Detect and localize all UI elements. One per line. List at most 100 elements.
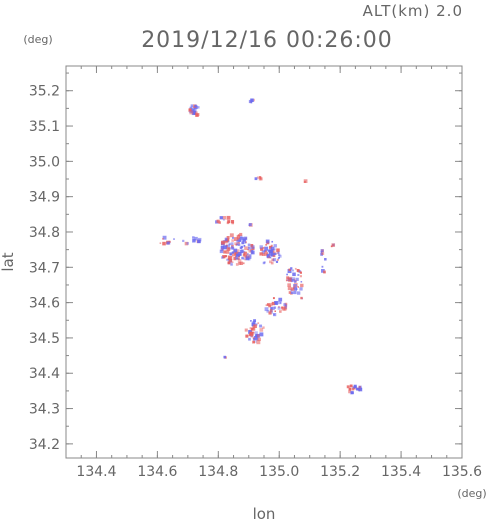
data-point xyxy=(273,306,277,309)
data-point xyxy=(237,259,242,263)
data-point xyxy=(272,297,275,300)
data-point xyxy=(272,253,275,256)
data-point xyxy=(247,243,251,247)
data-point xyxy=(186,242,190,245)
data-point xyxy=(259,324,263,328)
data-point xyxy=(255,333,260,338)
data-point xyxy=(259,332,264,337)
data-point xyxy=(278,256,280,259)
data-point xyxy=(349,390,354,395)
data-point xyxy=(290,267,293,270)
data-point xyxy=(272,258,275,261)
data-point xyxy=(278,253,281,256)
data-point xyxy=(286,273,288,276)
data-point xyxy=(182,239,185,243)
data-point xyxy=(259,245,263,249)
data-point xyxy=(236,243,239,246)
data-point xyxy=(244,255,247,258)
data-point xyxy=(321,252,325,255)
data-point xyxy=(197,106,200,109)
data-point xyxy=(264,246,269,251)
data-point xyxy=(268,252,271,255)
data-point xyxy=(192,239,196,243)
data-point xyxy=(248,331,251,334)
data-point xyxy=(270,244,273,247)
data-point xyxy=(353,384,357,388)
data-point xyxy=(195,113,199,117)
data-point xyxy=(264,252,268,256)
data-point xyxy=(253,319,257,323)
data-point xyxy=(238,239,242,242)
data-point xyxy=(270,246,275,251)
data-point xyxy=(236,239,240,243)
data-point xyxy=(233,257,237,261)
data-point xyxy=(300,296,303,300)
data-point xyxy=(268,304,271,308)
data-point xyxy=(283,303,287,307)
data-point xyxy=(243,245,246,247)
data-point xyxy=(267,250,270,252)
data-point xyxy=(230,242,234,246)
data-point xyxy=(266,240,270,244)
y-tick-label: 35.1 xyxy=(29,119,60,135)
data-point xyxy=(358,387,363,391)
data-point xyxy=(224,238,228,242)
data-point xyxy=(232,236,234,239)
data-point xyxy=(279,310,282,313)
data-point xyxy=(233,248,238,253)
data-point xyxy=(230,263,233,266)
data-point xyxy=(270,261,274,265)
data-point xyxy=(220,245,224,250)
data-point xyxy=(263,250,266,252)
data-point xyxy=(197,239,201,244)
data-point xyxy=(320,249,324,253)
data-point xyxy=(193,109,197,113)
data-point xyxy=(243,251,248,256)
data-point xyxy=(323,270,326,274)
data-point xyxy=(252,331,255,334)
data-point xyxy=(220,216,224,220)
data-point xyxy=(235,256,239,260)
data-point xyxy=(245,334,249,338)
data-point xyxy=(275,260,279,263)
data-point xyxy=(291,287,295,291)
data-point xyxy=(288,278,292,283)
data-point xyxy=(238,239,241,242)
data-point xyxy=(278,306,280,308)
data-point xyxy=(266,303,270,306)
data-point xyxy=(162,235,167,240)
data-point xyxy=(192,110,197,115)
axis-ticks: 134.4 134.6 134.8 135.0 135.2 135.4 135.6 34.2 3… xyxy=(29,66,482,480)
data-points xyxy=(159,98,363,395)
data-point xyxy=(184,241,189,246)
data-point xyxy=(291,269,294,272)
x-tick-label: 135.6 xyxy=(442,464,482,480)
data-point xyxy=(273,244,277,248)
data-point xyxy=(271,306,275,311)
data-point xyxy=(188,108,192,112)
data-point xyxy=(230,246,234,249)
data-point xyxy=(268,260,272,264)
data-point xyxy=(234,242,237,245)
data-point xyxy=(274,310,276,313)
data-point xyxy=(269,256,272,259)
data-point xyxy=(251,322,256,327)
data-point xyxy=(227,261,231,265)
data-point xyxy=(236,249,240,253)
data-point xyxy=(300,283,304,288)
data-point xyxy=(190,104,194,107)
data-point xyxy=(225,255,227,257)
data-point xyxy=(351,388,355,391)
data-point xyxy=(257,322,260,324)
data-point xyxy=(237,241,240,245)
data-point xyxy=(250,328,254,331)
data-point xyxy=(350,391,354,395)
data-point xyxy=(249,327,252,330)
data-point xyxy=(276,248,280,252)
data-point xyxy=(226,236,230,239)
data-point xyxy=(237,257,240,260)
data-point xyxy=(239,261,243,265)
data-point xyxy=(228,256,233,260)
data-point xyxy=(189,106,192,109)
